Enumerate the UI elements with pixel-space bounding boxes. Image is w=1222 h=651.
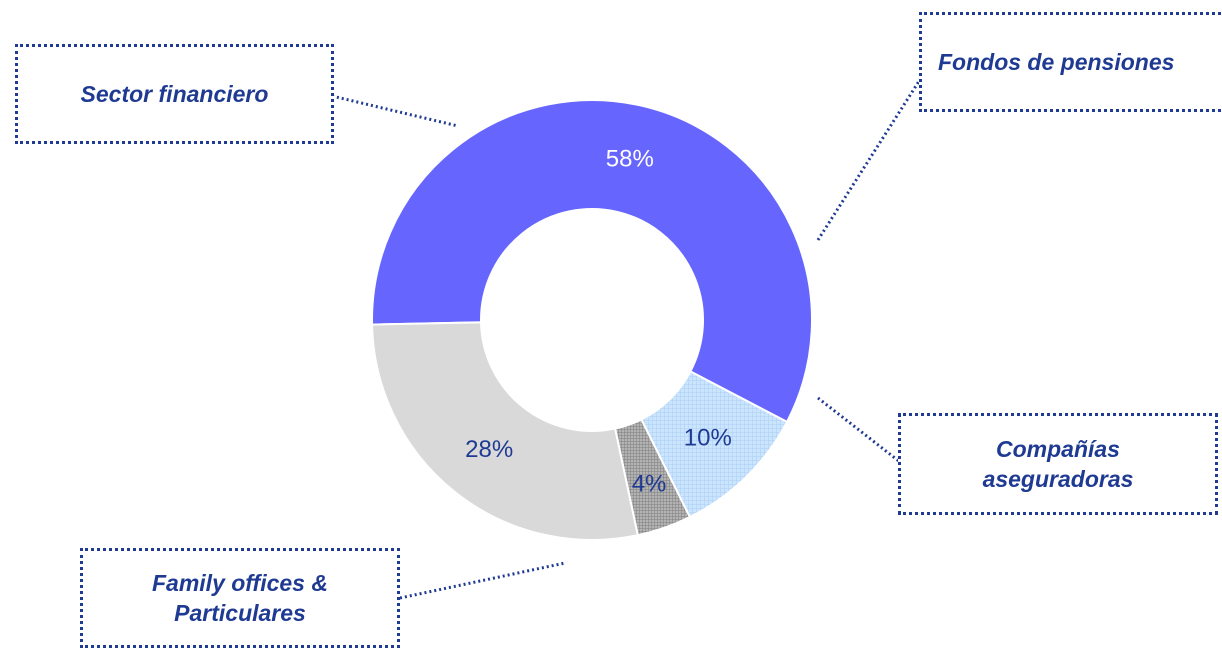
callout-companias-aseguradoras: Compañías aseguradoras <box>898 413 1218 515</box>
callout-sector-financiero-text: Sector financiero <box>80 81 269 107</box>
leader-line-fondos-de-pensiones <box>816 77 923 241</box>
callout-sector-financiero: Sector financiero <box>15 44 334 144</box>
slice-label-companias-aseguradoras: 4% <box>632 470 667 497</box>
leader-line-companias-aseguradoras <box>817 396 901 464</box>
leader-lines <box>331 77 923 600</box>
callout-fondos-de-pensiones: Fondos de pensiones <box>919 12 1222 112</box>
slice-sector-financiero <box>371 99 813 424</box>
slice-label-sector-financiero: 58% <box>606 145 654 172</box>
callout-family-offices-text: Family offices & Particulares <box>152 570 328 626</box>
leader-line-family-offices <box>399 561 566 600</box>
slice-value-labels: 58% 10% 4% 28% <box>465 145 732 497</box>
callout-companias-aseguradoras-text: Compañías aseguradoras <box>982 436 1134 492</box>
slice-family-offices-particulares <box>371 321 639 541</box>
callout-family-offices: Family offices & Particulares <box>80 548 400 648</box>
slice-label-family-offices-particulares: 28% <box>465 436 513 463</box>
slice-label-fondos-de-pensiones: 10% <box>684 425 732 452</box>
donut-slices <box>371 99 813 541</box>
leader-line-sector-financiero <box>331 94 459 128</box>
callout-fondos-de-pensiones-text: Fondos de pensiones <box>938 49 1175 75</box>
